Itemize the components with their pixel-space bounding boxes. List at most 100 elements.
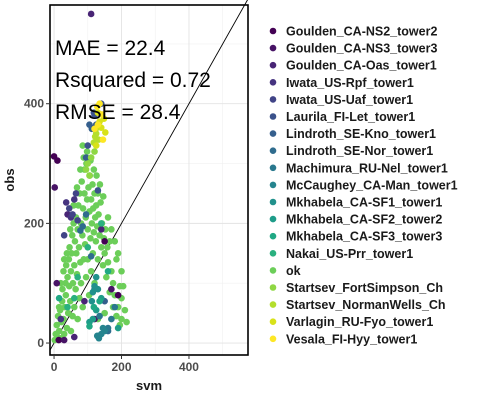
data-point — [91, 126, 98, 133]
y-axis-label: obs — [2, 168, 17, 191]
legend-label: McCaughey_CA-Man_tower1 — [286, 178, 458, 192]
data-point — [97, 199, 104, 206]
data-point — [60, 268, 67, 275]
legend-key — [270, 182, 277, 189]
data-point — [88, 196, 95, 203]
data-point — [76, 244, 83, 251]
data-point — [108, 316, 115, 323]
data-point — [110, 280, 117, 287]
data-point — [88, 268, 95, 275]
legend-label: Lindroth_SE-Nor_tower1 — [286, 144, 433, 158]
y-tick-label: 200 — [24, 216, 44, 230]
data-point — [81, 298, 88, 305]
data-point — [91, 148, 98, 155]
data-point — [61, 337, 68, 344]
legend-key — [270, 79, 277, 86]
legend-key — [270, 318, 277, 325]
legend-label: Startsev_NormanWells_Ch — [286, 298, 446, 312]
legend-label: Goulden_CA-Oas_tower1 — [286, 59, 437, 73]
data-point — [98, 244, 105, 251]
data-point — [91, 229, 98, 236]
data-point — [59, 286, 66, 293]
data-point — [102, 129, 109, 136]
data-point — [84, 160, 91, 167]
data-point — [68, 268, 75, 275]
data-point — [97, 181, 104, 188]
data-point — [98, 220, 105, 227]
data-point — [93, 238, 100, 245]
data-point — [90, 316, 97, 323]
legend-label: Iwata_US-Uaf_tower1 — [286, 93, 413, 107]
data-point — [78, 280, 85, 287]
legend-key — [270, 301, 277, 308]
data-point — [100, 193, 107, 200]
legend-label: Mkhabela_CA-SF1_tower1 — [286, 196, 442, 210]
data-point — [70, 280, 77, 287]
data-point — [71, 295, 78, 302]
data-point — [105, 268, 112, 275]
data-point — [73, 190, 80, 197]
legend: Goulden_CA-NS2_tower2 Goulden_CA-NS3_towe… — [270, 25, 458, 347]
data-point — [96, 298, 103, 305]
data-point — [69, 211, 76, 218]
data-point — [83, 166, 90, 173]
legend-key — [270, 62, 277, 69]
data-point — [108, 226, 115, 233]
data-point — [101, 250, 108, 257]
data-point — [120, 283, 127, 290]
data-point — [72, 238, 79, 245]
legend-label: Iwata_US-Rpf_tower1 — [286, 76, 414, 90]
data-point — [71, 334, 78, 341]
data-point — [74, 274, 81, 281]
data-point — [93, 172, 100, 179]
data-point — [93, 274, 100, 281]
legend-key — [270, 96, 277, 103]
data-point — [98, 226, 105, 233]
data-point — [67, 226, 74, 233]
legend-key — [270, 28, 277, 35]
data-point — [71, 304, 78, 311]
data-point — [88, 253, 95, 260]
legend-key — [270, 233, 277, 240]
data-point — [84, 244, 91, 251]
data-point — [64, 304, 71, 311]
data-point — [95, 286, 102, 293]
data-point — [83, 274, 90, 281]
data-point — [77, 227, 84, 234]
data-point — [123, 319, 130, 326]
legend-key — [270, 45, 277, 52]
data-point — [122, 307, 129, 314]
legend-label: Mkhabela_CA-SF2_tower2 — [286, 213, 442, 227]
data-point — [89, 298, 96, 305]
data-point — [104, 244, 111, 251]
data-point — [56, 304, 63, 311]
legend-label: ok — [286, 264, 301, 278]
legend-key — [270, 284, 277, 291]
data-point — [64, 250, 71, 257]
data-point — [111, 304, 118, 311]
data-point — [100, 325, 107, 332]
data-point — [74, 217, 81, 224]
data-point — [81, 190, 88, 197]
y-tick-label: 0 — [37, 336, 44, 350]
data-point — [63, 199, 70, 206]
data-point — [83, 211, 90, 218]
legend-key — [270, 250, 277, 257]
data-point — [61, 331, 68, 338]
legend-label: Nakai_US-Prr_tower1 — [286, 247, 413, 261]
data-point — [51, 184, 58, 191]
data-point — [80, 205, 87, 212]
data-point — [89, 181, 96, 188]
data-point — [73, 250, 80, 257]
data-point — [88, 154, 95, 161]
data-point — [63, 262, 70, 269]
legend-label: Vesala_FI-Hyy_tower1 — [286, 332, 417, 346]
legend-label: Goulden_CA-NS2_tower2 — [286, 25, 437, 39]
data-point — [74, 184, 81, 191]
data-point — [54, 157, 61, 164]
y-tick-label: 400 — [24, 97, 44, 111]
x-tick-label: 400 — [179, 360, 199, 374]
legend-key — [270, 336, 277, 343]
data-point — [78, 178, 85, 185]
